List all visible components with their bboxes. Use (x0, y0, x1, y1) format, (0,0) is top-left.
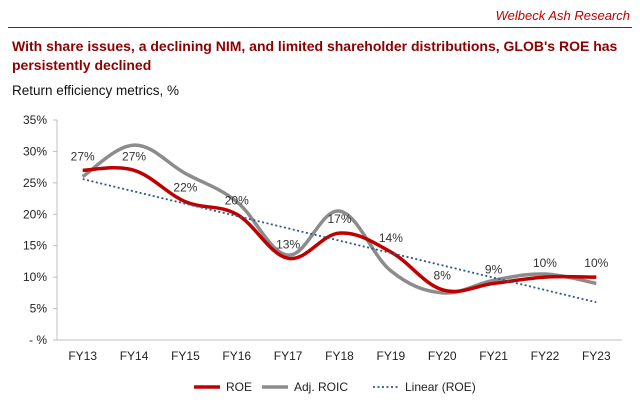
x-tick-label: FY19 (377, 349, 406, 363)
data-label: 27% (71, 149, 95, 163)
brand-name: Welbeck Ash Research (495, 8, 630, 23)
x-tick-label: FY16 (222, 349, 251, 363)
data-label: 10% (584, 256, 608, 270)
series-line-adj-roic (81, 143, 597, 295)
y-tick-label: 35% (23, 113, 47, 127)
legend: ROE Adj. ROIC Linear (ROE) (194, 380, 476, 394)
x-tick-label: FY22 (531, 349, 560, 363)
y-tick-label: 30% (23, 144, 47, 158)
x-tick-label: FY20 (428, 349, 457, 363)
x-tick-label: FY14 (120, 349, 149, 363)
series-line-roe (82, 166, 597, 294)
data-label: 17% (327, 212, 351, 226)
series-line-linear-roe (82, 178, 597, 304)
y-tick-label: 5% (30, 302, 48, 316)
y-tick-label: 15% (23, 239, 47, 253)
data-label: 20% (225, 193, 249, 207)
x-tick-label: FY18 (325, 349, 354, 363)
data-label: 27% (122, 149, 146, 163)
data-label: 22% (173, 181, 197, 195)
x-tick-label: FY17 (274, 349, 303, 363)
x-tick-label: FY21 (479, 349, 508, 363)
x-tick-label: FY23 (582, 349, 611, 363)
legend-label-adj-roic: Adj. ROIC (294, 380, 348, 394)
chart-title: With share issues, a declining NIM, and … (12, 38, 618, 73)
data-label: 14% (379, 231, 403, 245)
data-labels: 27% 27% 22% 20% 13% 17% 14% 8% 9% 10% 10% (71, 149, 609, 282)
axes: - % 5% 10% 15% 20% 25% 30% 35% FY13 FY14 FY15 FY16 F… (23, 113, 622, 363)
series-lines (81, 143, 597, 304)
legend-label-roe: ROE (226, 380, 252, 394)
data-label: 13% (276, 237, 300, 251)
x-tick-label: FY15 (171, 349, 200, 363)
chart-subtitle: Return efficiency metrics, % (12, 83, 180, 98)
data-label: 9% (485, 262, 503, 276)
y-tick-label: 20% (23, 207, 47, 221)
data-label: 10% (533, 256, 557, 270)
y-tick-label: 25% (23, 176, 47, 190)
y-tick-label: 10% (23, 270, 47, 284)
x-tick-label: FY13 (68, 349, 97, 363)
y-tick-label: - % (29, 333, 47, 347)
data-label: 8% (434, 269, 452, 283)
legend-label-linear-roe: Linear (ROE) (405, 380, 476, 394)
header-divider (8, 27, 632, 28)
